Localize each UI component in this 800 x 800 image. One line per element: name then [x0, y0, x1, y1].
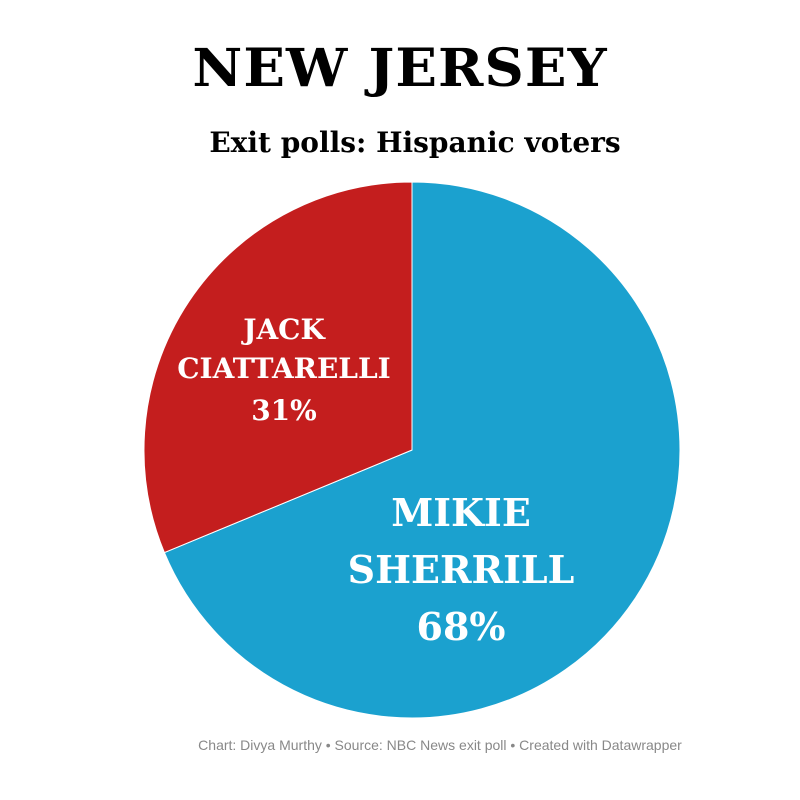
pie-slice-ciattarelli — [143, 181, 413, 554]
slice-label-ciattarelli-line1: JACK — [240, 313, 326, 346]
chart-footer: Chart: Divya Murthy • Source: NBC News e… — [198, 737, 682, 753]
slice-label-sherrill-line2: SHERRILL — [348, 547, 575, 592]
chart-subtitle: Exit polls: Hispanic voters — [209, 126, 621, 159]
slice-label-ciattarelli-line2: CIATTARELLI — [177, 352, 391, 385]
slice-label-sherrill-line1: MIKIE — [391, 490, 531, 535]
slice-value-sherrill: 68% — [417, 604, 506, 649]
slice-value-ciattarelli: 31% — [251, 394, 317, 427]
chart-title: NEW JERSEY — [192, 38, 608, 99]
pie-slice-sherrill — [163, 181, 681, 719]
